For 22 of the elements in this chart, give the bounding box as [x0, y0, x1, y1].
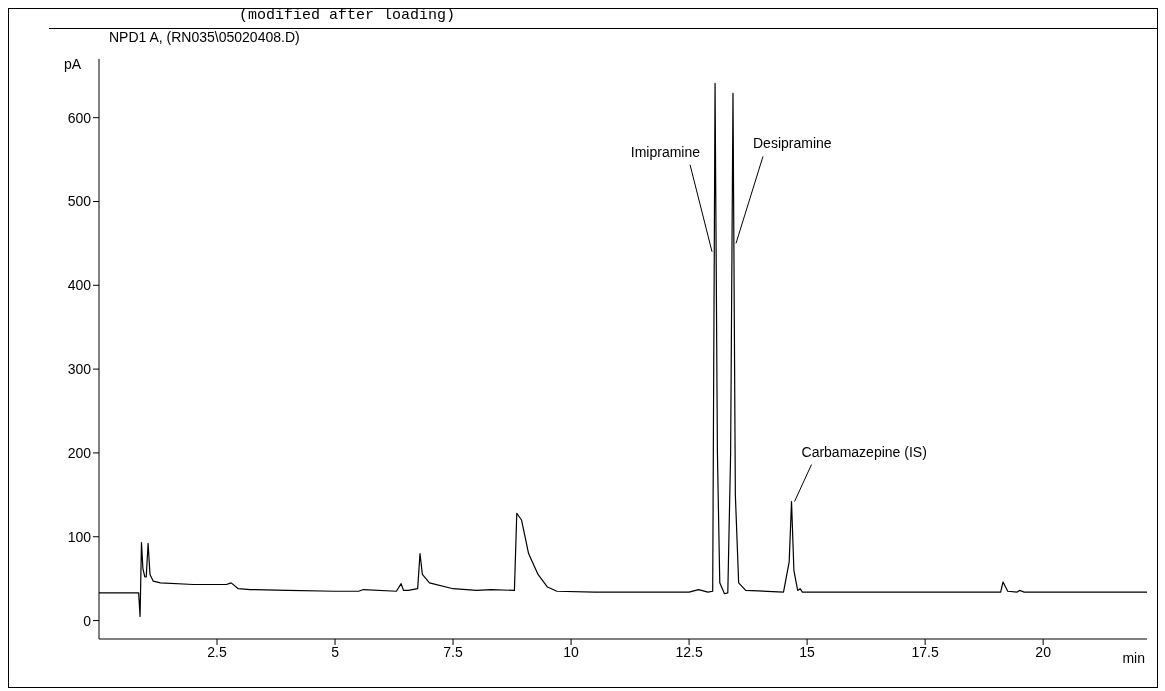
y-tick-label: 0: [83, 612, 92, 629]
x-tick-label: 20: [1035, 643, 1052, 660]
y-tick-label: 500: [67, 193, 92, 210]
x-tick-label: 7.5: [443, 643, 463, 660]
x-tick-label: 15: [799, 643, 816, 660]
x-tick-label: 12.5: [675, 643, 703, 660]
x-tick-label: 10: [563, 643, 580, 660]
x-tick-label: 5: [331, 643, 340, 660]
x-axis-title: min: [1122, 650, 1145, 666]
annotation: Desipramine: [752, 135, 832, 152]
y-tick-label: 100: [67, 528, 92, 545]
annotation: Imipramine: [630, 143, 701, 160]
y-tick-label: 200: [67, 444, 92, 461]
x-tick-label: 17.5: [911, 643, 939, 660]
chart-title: NPD1 A, (RN035\05020408.D): [109, 29, 300, 45]
annotation: Carbamazepine (IS): [801, 443, 927, 460]
y-tick-label: 300: [67, 361, 92, 378]
y-tick-label: 600: [67, 109, 92, 126]
y-tick-label: 400: [67, 277, 92, 294]
text: (modified after loading): [239, 7, 456, 24]
x-tick-label: 2.5: [207, 643, 227, 660]
y-axis-title: pA: [63, 56, 82, 72]
